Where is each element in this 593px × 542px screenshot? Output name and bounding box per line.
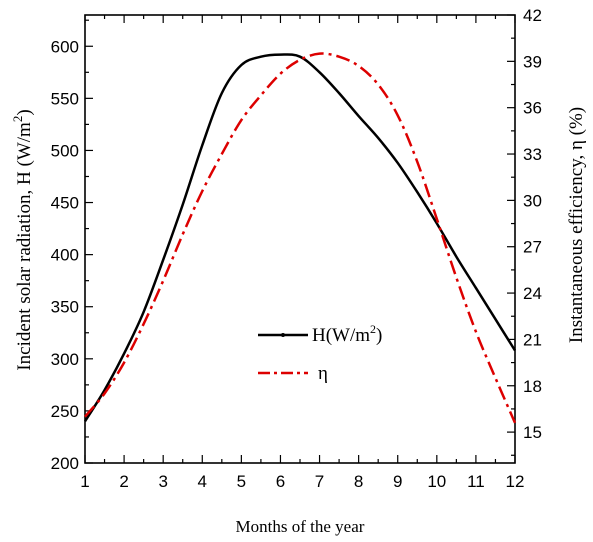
plot-frame: [84, 14, 516, 464]
series-line-h: [83, 53, 517, 422]
x-axis-ticks: 1 2 3 4 5 6 7 8 9 10 11 12: [80, 15, 524, 491]
x-tick-label: 5: [237, 472, 246, 491]
y-left-tick-label: 600: [51, 37, 79, 56]
series-line-eta: [84, 52, 517, 424]
y-left-tick-label: 400: [51, 246, 79, 265]
y-left-tick-label: 200: [51, 454, 79, 473]
right-axis-ticks: 15 18 21 24 27 30 33 36 39 42: [507, 6, 542, 456]
x-tick-label: 9: [393, 472, 402, 491]
y-left-tick-label: 300: [51, 350, 79, 369]
legend-label-h-end: ): [376, 325, 382, 346]
x-tick-label: 4: [198, 472, 207, 491]
left-axis-label-base: Incident solar radiation, H (W/m: [14, 122, 35, 371]
x-tick-label: 3: [158, 472, 167, 491]
left-axis-ticks: 200 250 300 350 400 450 500 550 600: [51, 19, 93, 473]
legend-label-h-base: H(W/m: [312, 325, 370, 346]
x-axis-label: Months of the year: [236, 517, 365, 536]
y-left-tick-label: 550: [51, 89, 79, 108]
left-axis-label-end: ): [14, 109, 35, 115]
x-tick-label: 11: [467, 472, 485, 491]
legend-label-h: H(W/m2): [312, 322, 382, 346]
y-right-tick-label: 33: [523, 145, 542, 164]
x-tick-label: 7: [315, 472, 324, 491]
x-tick-label: 2: [119, 472, 128, 491]
y-right-tick-label: 36: [523, 99, 542, 118]
y-right-tick-label: 18: [523, 377, 542, 396]
y-right-tick-label: 21: [523, 330, 542, 349]
y-left-tick-label: 350: [51, 298, 79, 317]
x-tick-label: 1: [80, 472, 89, 491]
y-right-tick-label: 42: [523, 6, 542, 25]
legend-label-h-sup: 2: [370, 322, 376, 336]
left-axis-label: Incident solar radiation, H (W/m2): [10, 109, 35, 370]
legend: H(W/m2) η: [258, 322, 382, 384]
y-right-tick-label: 27: [523, 238, 542, 257]
right-axis-label: Instantaneous efficiency, η (%): [566, 107, 587, 343]
x-tick-label: 6: [276, 472, 285, 491]
y-right-tick-label: 24: [523, 284, 542, 303]
y-left-tick-label: 450: [51, 194, 79, 213]
y-left-tick-label: 500: [51, 141, 79, 160]
legend-label-eta: η: [318, 363, 328, 384]
legend-marker-h: [281, 333, 285, 337]
x-tick-label: 8: [354, 472, 363, 491]
y-left-tick-label: 250: [51, 402, 79, 421]
y-right-tick-label: 39: [523, 52, 542, 71]
y-right-tick-label: 15: [523, 423, 542, 442]
series-group: [83, 52, 517, 424]
x-tick-label: 12: [506, 472, 525, 491]
left-axis-label-sup: 2: [10, 116, 25, 123]
x-tick-label: 10: [427, 472, 446, 491]
y-right-tick-label: 30: [523, 191, 542, 210]
